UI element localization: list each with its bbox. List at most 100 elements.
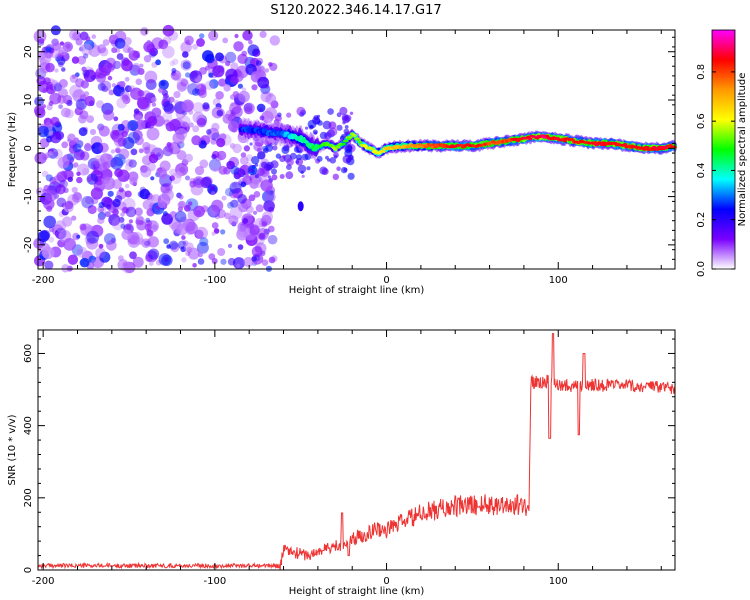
- noise-blob: [263, 200, 275, 212]
- noise-blob: [197, 252, 203, 258]
- noise-blob: [181, 257, 187, 263]
- noise-blob: [237, 194, 247, 204]
- noise-blob: [85, 36, 91, 42]
- noise-blob: [45, 174, 53, 182]
- noise-blob: [139, 188, 151, 200]
- noise-blob: [204, 80, 215, 91]
- noise-blob: [75, 72, 80, 77]
- noise-blob: [264, 191, 276, 203]
- noise-blob: [54, 220, 67, 232]
- snr-y-tick-label: 200: [23, 488, 34, 507]
- noise-blob: [193, 205, 205, 218]
- noise-blob: [143, 146, 151, 154]
- noise-blob: [227, 201, 234, 209]
- noise-blob: [127, 47, 134, 54]
- noise-blob: [193, 176, 205, 188]
- noise-blob: [206, 129, 212, 135]
- noise-blob: [58, 46, 68, 56]
- noise-blob: [259, 30, 267, 38]
- colorbar-tick-label: 0.4: [696, 162, 707, 178]
- noise-blob: [208, 30, 219, 41]
- noise-blob: [184, 204, 191, 212]
- noise-blob: [172, 72, 180, 81]
- noise-blob: [231, 106, 243, 118]
- noise-blob: [58, 79, 68, 88]
- noise-blob: [41, 170, 49, 177]
- noise-blob: [174, 210, 187, 223]
- noise-blob: [245, 173, 250, 179]
- noise-blob: [145, 79, 157, 90]
- noise-blob: [89, 128, 97, 136]
- noise-blob: [71, 56, 80, 64]
- noise-blob: [78, 127, 88, 137]
- noise-blob: [245, 205, 254, 214]
- noise-blob: [100, 80, 112, 92]
- spectrogram-frame: [37, 29, 676, 270]
- noise-blob: [109, 130, 120, 140]
- noise-blob: [119, 80, 126, 88]
- noise-blob: [157, 200, 166, 209]
- noise-blob: [76, 171, 81, 176]
- noise-blob: [215, 52, 224, 62]
- noise-blob: [270, 160, 279, 169]
- noise-blob: [237, 53, 248, 64]
- noise-blob: [132, 130, 143, 141]
- noise-blob: [185, 39, 190, 44]
- noise-blob: [228, 121, 239, 133]
- ridge-segment: [562, 139, 567, 143]
- ridge-segment: [344, 139, 349, 143]
- noise-blob: [225, 51, 237, 64]
- noise-blob: [306, 166, 311, 171]
- noise-blob: [144, 223, 152, 231]
- noise-blob: [82, 167, 90, 176]
- noise-blob: [234, 33, 239, 39]
- noise-blob: [105, 57, 116, 69]
- noise-blob: [121, 229, 132, 240]
- snr-x-tick-label: 100: [549, 576, 568, 587]
- noise-blob: [52, 42, 62, 51]
- noise-blob: [194, 166, 205, 176]
- noise-blob: [218, 78, 227, 87]
- noise-blob: [37, 230, 50, 242]
- ridge-segment: [333, 148, 338, 151]
- noise-blob: [342, 121, 346, 125]
- noise-blob: [125, 206, 137, 218]
- ridge-segment: [423, 145, 429, 149]
- noise-blob: [267, 234, 278, 245]
- noise-blob: [106, 204, 112, 210]
- noise-blob: [169, 240, 179, 250]
- noise-blob: [210, 138, 217, 145]
- noise-blob: [169, 175, 175, 181]
- noise-blob: [238, 90, 250, 103]
- snr-y-tick-label: 600: [23, 344, 34, 363]
- noise-blob: [249, 168, 254, 173]
- spectrogram-y-tick-label: 0: [23, 145, 34, 151]
- noise-blob: [76, 248, 83, 255]
- noise-blob: [111, 47, 118, 54]
- noise-blob: [230, 76, 240, 85]
- noise-blob: [205, 53, 215, 64]
- noise-blob: [98, 243, 104, 249]
- noise-blob: [225, 187, 234, 197]
- noise-blob: [37, 125, 49, 138]
- noise-blob: [286, 158, 294, 166]
- ridge-segment: [623, 143, 628, 146]
- noise-blob: [52, 148, 63, 160]
- noise-blob: [189, 70, 199, 80]
- noise-blob: [148, 261, 154, 266]
- noise-blob: [161, 98, 170, 108]
- noise-blob: [112, 208, 119, 216]
- noise-blob: [258, 218, 269, 228]
- noise-blob: [162, 24, 175, 37]
- noise-blob: [122, 44, 131, 54]
- noise-blob: [241, 87, 247, 92]
- noise-blob: [151, 97, 157, 103]
- noise-blob: [135, 119, 146, 130]
- snr-y-tick-label: 0: [23, 567, 34, 573]
- noise-blob: [84, 95, 95, 107]
- noise-blob: [225, 60, 231, 67]
- spectrogram-y-tick-label: -20: [23, 237, 34, 253]
- snr-x-tick-label: -200: [32, 576, 55, 587]
- noise-blob: [217, 248, 226, 256]
